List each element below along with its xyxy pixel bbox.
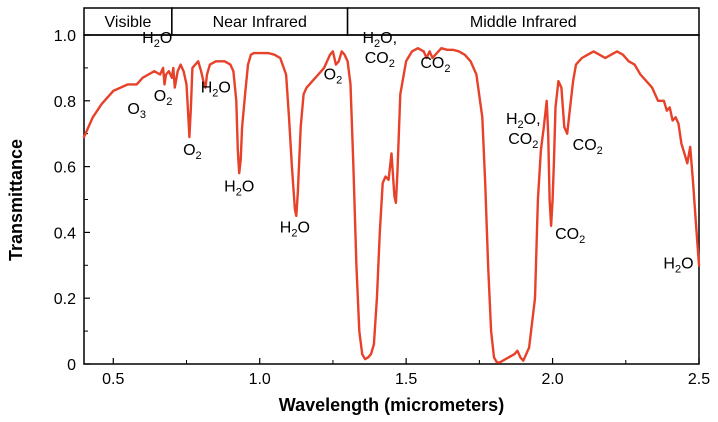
x-axis: 0.5 1.0 1.5 2.0 2.5 bbox=[102, 358, 710, 388]
formula-part: O bbox=[297, 219, 309, 236]
annotation-text: H2O, bbox=[362, 30, 397, 50]
annotation-text: H2O bbox=[280, 219, 310, 239]
annotation-co2-c: CO2 bbox=[555, 226, 585, 246]
annotation-h2o-top: H2O bbox=[142, 30, 172, 50]
annotation-h2o-co2-b: H2O,CO2 bbox=[506, 111, 541, 151]
subscript: 2 bbox=[196, 150, 202, 162]
subscript: 2 bbox=[444, 63, 450, 75]
y-axis-label: Transmittance bbox=[6, 139, 26, 261]
annotation-o2-b: O2 bbox=[183, 142, 202, 162]
annotation-text: O2 bbox=[183, 142, 202, 162]
formula-part: H bbox=[224, 178, 236, 195]
annotation-h2o-b: H2O bbox=[201, 80, 231, 100]
x-tick-label: 2.5 bbox=[688, 371, 710, 388]
formula-part: O bbox=[242, 178, 254, 195]
annotation-text: O2 bbox=[154, 88, 173, 108]
formula-part: CO bbox=[573, 137, 597, 154]
formula-part: CO bbox=[420, 55, 444, 72]
annotation-h2o-e: H2O bbox=[663, 256, 693, 276]
annotation-h2o-co2-a: H2O,CO2 bbox=[362, 30, 397, 70]
formula-part: O, bbox=[524, 111, 541, 128]
band-label: Middle Infrared bbox=[470, 14, 577, 31]
formula-part: CO bbox=[365, 50, 389, 67]
x-axis-label: Wavelength (micrometers) bbox=[279, 395, 504, 415]
annotation-text: O3 bbox=[127, 101, 146, 121]
plot-area bbox=[82, 47, 701, 364]
annotation-o2-a: O2 bbox=[154, 88, 173, 108]
annotation-text: H2O bbox=[142, 30, 172, 50]
subscript: 2 bbox=[597, 145, 603, 157]
annotation-text: CO2 bbox=[573, 137, 603, 157]
formula-part: O bbox=[681, 256, 693, 273]
annotation-text: CO2 bbox=[555, 226, 585, 246]
band-box bbox=[83, 7, 173, 36]
annotation-h2o-c: H2O bbox=[224, 178, 254, 198]
y-tick-label: 0.4 bbox=[54, 225, 76, 242]
y-tick-label: 0 bbox=[67, 357, 76, 374]
band-header: Visible Near Infrared Middle Infrared bbox=[83, 7, 700, 36]
subscript: 2 bbox=[212, 88, 218, 100]
subscript: 2 bbox=[675, 264, 681, 276]
x-tick-label: 1.0 bbox=[249, 371, 271, 388]
formula-part: H bbox=[142, 30, 154, 47]
annotation-text: CO2 bbox=[508, 131, 538, 151]
formula-part: O bbox=[218, 80, 230, 97]
annotation-text: CO2 bbox=[365, 50, 395, 70]
annotation-text: H2O bbox=[663, 256, 693, 276]
subscript: 2 bbox=[389, 58, 395, 70]
formula-part: CO bbox=[555, 226, 579, 243]
subscript: 2 bbox=[518, 119, 524, 131]
annotation-text: O2 bbox=[324, 66, 343, 86]
x-tick-label: 0.5 bbox=[102, 371, 124, 388]
subscript: 2 bbox=[579, 234, 585, 246]
formula-part: H bbox=[506, 111, 518, 128]
formula-part: H bbox=[280, 219, 292, 236]
x-tick-label: 1.5 bbox=[395, 371, 417, 388]
subscript: 2 bbox=[236, 186, 242, 198]
x-tick-label: 2.0 bbox=[541, 371, 563, 388]
annotation-text: H2O bbox=[201, 80, 231, 100]
formula-part: CO bbox=[508, 131, 532, 148]
subscript: 2 bbox=[166, 96, 172, 108]
y-axis: 0 0.2 0.4 0.6 0.8 1.0 bbox=[54, 28, 90, 374]
subscript: 2 bbox=[154, 38, 160, 50]
formula-part: O bbox=[324, 66, 336, 83]
subscript: 2 bbox=[291, 227, 297, 239]
formula-part: O bbox=[127, 101, 139, 118]
y-tick-label: 0.2 bbox=[54, 291, 76, 308]
transmittance-series-line bbox=[82, 47, 701, 364]
annotation-co2-b: CO2 bbox=[573, 137, 603, 157]
subscript: 2 bbox=[532, 139, 538, 151]
y-tick-label: 0.6 bbox=[54, 160, 76, 177]
formula-part: O bbox=[183, 142, 195, 159]
y-tick-label: 1.0 bbox=[54, 28, 76, 45]
annotation-o3: O3 bbox=[127, 101, 146, 121]
annotation-text: H2O bbox=[224, 178, 254, 198]
formula-part: H bbox=[663, 256, 675, 273]
band-label: Near Infrared bbox=[213, 14, 307, 31]
annotation-text: H2O, bbox=[506, 111, 541, 131]
formula-part: O bbox=[160, 30, 172, 47]
formula-part: O, bbox=[380, 30, 397, 47]
annotation-o2-c: O2 bbox=[324, 66, 343, 86]
band-label: Visible bbox=[105, 14, 152, 31]
subscript: 2 bbox=[374, 38, 380, 50]
annotation-text: CO2 bbox=[420, 55, 450, 75]
subscript: 2 bbox=[336, 74, 342, 86]
band-box bbox=[346, 7, 700, 36]
annotation-h2o-d: H2O bbox=[280, 219, 310, 239]
formula-part: O bbox=[154, 88, 166, 105]
formula-part: H bbox=[362, 30, 374, 47]
formula-part: H bbox=[201, 80, 213, 97]
y-tick-label: 0.8 bbox=[54, 94, 76, 111]
subscript: 3 bbox=[140, 109, 146, 121]
annotation-co2-a: CO2 bbox=[420, 55, 450, 75]
